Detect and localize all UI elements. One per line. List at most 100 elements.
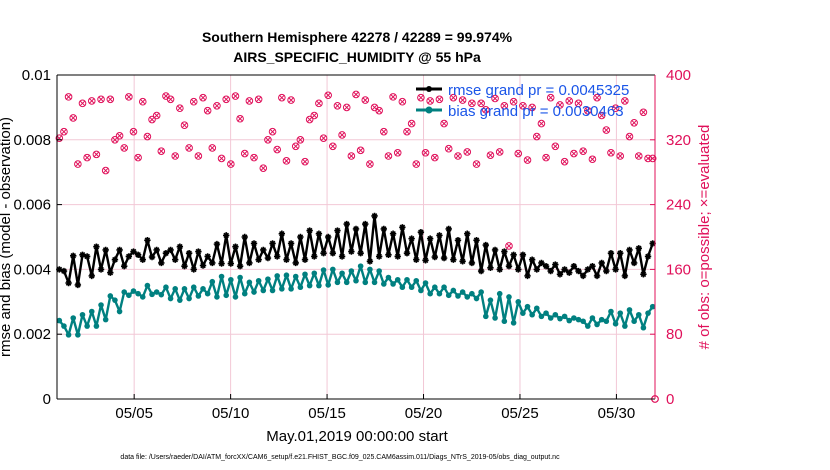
obs-possible-marker <box>356 146 365 155</box>
rmse-point <box>440 254 448 262</box>
bias-point <box>177 297 183 303</box>
bias-point <box>575 316 582 323</box>
y-axis-label-right: # of obs: o=possible; ×=evaluated <box>696 125 713 350</box>
bias-point <box>543 310 549 316</box>
rmse-point <box>649 240 656 247</box>
obs-possible-marker <box>532 132 541 141</box>
obs-possible-marker <box>120 144 129 152</box>
right-tick-label: 320 <box>666 132 691 149</box>
bias-point <box>399 284 406 291</box>
rmse-point <box>482 241 489 249</box>
obs-possible-marker <box>398 97 407 106</box>
obs-possible-marker <box>278 93 286 102</box>
bias-point <box>279 286 285 292</box>
obs-possible-marker <box>180 121 189 130</box>
obs-possible-marker <box>607 148 615 157</box>
bias-point <box>149 291 155 298</box>
rmse-point <box>88 272 95 280</box>
rmse-point <box>306 227 313 234</box>
bias-point <box>561 313 568 320</box>
rmse-point <box>283 256 290 263</box>
rmse-point <box>315 230 323 237</box>
rmse-point <box>209 259 216 267</box>
bias-point <box>422 280 429 286</box>
x-axis-label: May.01,2019 00:00:00 start <box>266 428 448 445</box>
right-tick-label: 0 <box>666 391 674 408</box>
obs-evaluated-marker <box>380 128 387 135</box>
bias-point <box>631 318 637 325</box>
obs-evaluated-marker <box>464 148 471 155</box>
rmse-point <box>125 253 133 260</box>
x-tick-label: 05/30 <box>598 405 636 422</box>
obs-evaluated-marker <box>325 92 332 99</box>
rmse-point <box>255 256 262 263</box>
obs-evaluated-marker <box>130 128 137 135</box>
bias-point <box>496 290 503 297</box>
obs-possible-marker <box>254 95 263 104</box>
obs-possible-marker <box>189 97 198 106</box>
obs-evaluated-marker <box>492 95 499 102</box>
rmse-point <box>334 227 341 234</box>
obs-possible-marker <box>129 127 138 136</box>
obs-possible-marker <box>227 160 235 168</box>
obs-evaluated-marker <box>459 97 466 104</box>
left-tick-label: 0.01 <box>22 67 51 84</box>
bias-point <box>283 272 290 279</box>
bias-point <box>70 315 77 321</box>
bias-point <box>390 281 396 287</box>
obs-possible-marker <box>208 144 217 152</box>
obs-evaluated-marker <box>584 107 591 114</box>
rmse-point <box>566 269 573 276</box>
bias-point <box>538 313 545 320</box>
obs-evaluated-marker <box>570 150 577 157</box>
obs-possible-marker <box>421 148 430 157</box>
obs-evaluated-marker <box>70 114 77 121</box>
obs-evaluated-marker <box>598 112 605 119</box>
obs-possible-marker <box>384 152 393 160</box>
rmse-point <box>292 259 299 267</box>
rmse-point <box>167 246 174 254</box>
rmse-point <box>162 250 170 257</box>
bias-point <box>547 315 554 321</box>
obs-possible-marker <box>435 95 444 104</box>
bias-point <box>302 271 308 278</box>
bias-point <box>343 279 350 286</box>
rmse-point <box>501 248 508 255</box>
rmse-point <box>144 237 151 244</box>
obs-possible-marker <box>380 127 388 136</box>
bias-point <box>515 299 522 305</box>
bias-point <box>153 289 160 295</box>
obs-evaluated-marker <box>135 154 142 161</box>
bias-point <box>102 316 109 323</box>
bias-point <box>645 310 651 316</box>
rmse-point <box>278 230 286 237</box>
obs-possible-marker <box>171 152 180 160</box>
obs-possible-marker <box>500 101 509 110</box>
bias-point <box>130 288 137 294</box>
obs-evaluated-marker <box>376 107 383 114</box>
bias-point <box>552 311 559 318</box>
obs-possible-marker <box>333 101 342 110</box>
obs-possible-marker <box>583 106 592 115</box>
obs-evaluated-marker <box>575 100 582 107</box>
obs-possible-marker <box>528 103 536 112</box>
rmse-point <box>121 262 128 270</box>
bias-point <box>492 315 498 321</box>
rmse-point <box>232 243 239 250</box>
rmse-point <box>139 256 146 263</box>
bias-point <box>524 303 531 310</box>
obs-evaluated-marker <box>640 109 647 116</box>
obs-evaluated-marker <box>510 98 517 105</box>
bias-point <box>418 287 424 294</box>
bias-point <box>580 318 586 325</box>
rmse-point <box>107 269 114 276</box>
obs-possible-marker <box>324 91 332 100</box>
bias-point <box>608 308 614 315</box>
rmse-point <box>487 264 494 271</box>
bias-point <box>408 284 415 291</box>
obs-possible-marker <box>481 106 490 114</box>
rmse-point <box>172 256 179 263</box>
obs-evaluated-marker <box>311 112 318 119</box>
rmse-point <box>111 256 119 263</box>
obs-evaluated-marker <box>93 151 100 158</box>
